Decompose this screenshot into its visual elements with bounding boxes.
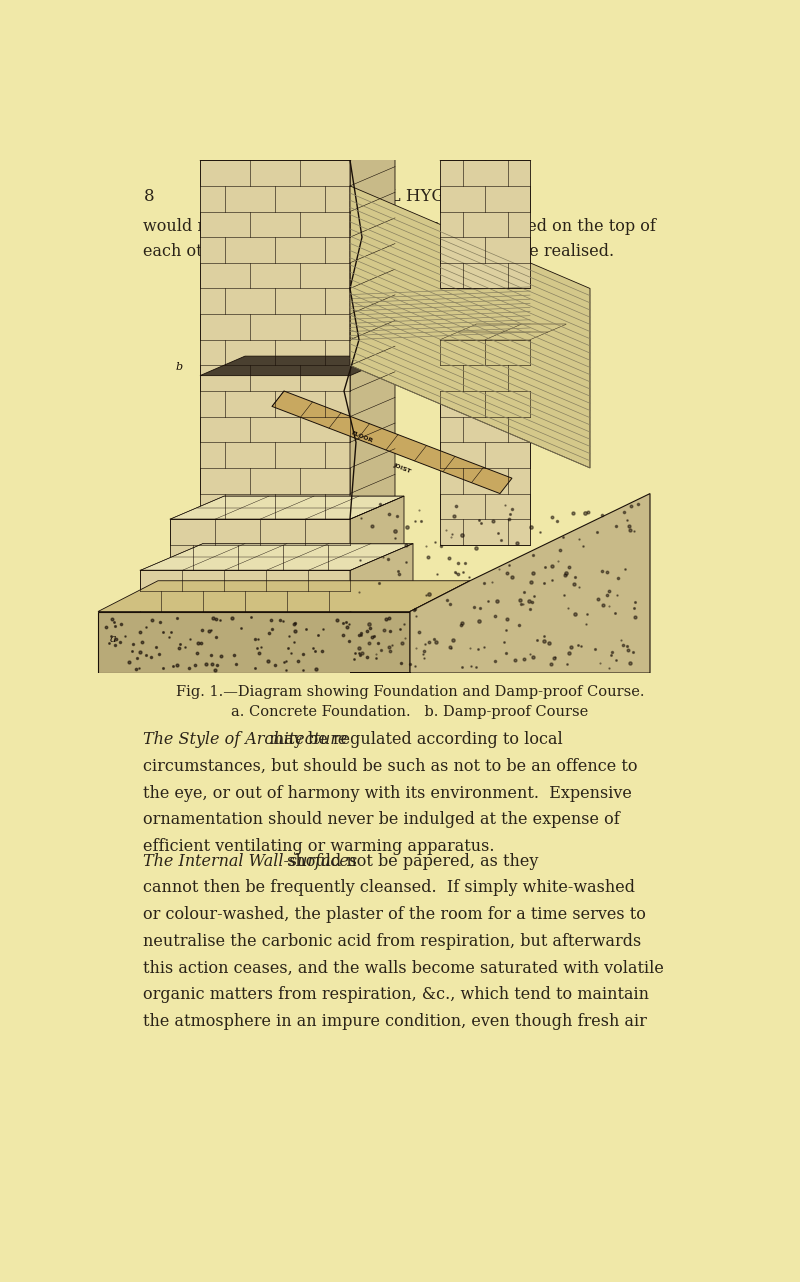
Polygon shape bbox=[98, 581, 470, 612]
Polygon shape bbox=[272, 391, 512, 494]
Text: neutralise the carbonic acid from respiration, but afterwards: neutralise the carbonic acid from respir… bbox=[143, 933, 642, 950]
Text: b: b bbox=[176, 363, 183, 373]
Text: may be regulated according to local: may be regulated according to local bbox=[264, 731, 563, 749]
Text: cannot then be frequently cleansed.  If simply white-washed: cannot then be frequently cleansed. If s… bbox=[143, 879, 635, 896]
Polygon shape bbox=[350, 141, 395, 519]
Text: SCHOOL HYGIENE.: SCHOOL HYGIENE. bbox=[324, 188, 496, 205]
Text: The Style of Architecture: The Style of Architecture bbox=[143, 731, 348, 749]
Text: circumstances, but should be such as not to be an offence to: circumstances, but should be such as not… bbox=[143, 758, 638, 776]
Text: should not be papered, as they: should not be papered, as they bbox=[282, 853, 538, 869]
Text: efficient ventilating or warming apparatus.: efficient ventilating or warming apparat… bbox=[143, 838, 495, 855]
Polygon shape bbox=[410, 581, 470, 673]
Polygon shape bbox=[98, 612, 410, 673]
Polygon shape bbox=[440, 324, 566, 340]
Polygon shape bbox=[170, 496, 404, 519]
Polygon shape bbox=[140, 570, 350, 612]
Text: The Internal Wall-surfaces: The Internal Wall-surfaces bbox=[143, 853, 358, 869]
Text: the atmosphere in an impure condition, even though fresh air: the atmosphere in an impure condition, e… bbox=[143, 1013, 647, 1029]
Polygon shape bbox=[350, 494, 650, 673]
Text: or colour-washed, the plaster of the room for a time serves to: or colour-washed, the plaster of the roo… bbox=[143, 906, 646, 923]
Text: each other, the importance of this matter will be realised.: each other, the importance of this matte… bbox=[143, 242, 614, 260]
Polygon shape bbox=[440, 145, 566, 160]
Polygon shape bbox=[350, 496, 404, 570]
Text: this action ceases, and the walls become saturated with volatile: this action ceases, and the walls become… bbox=[143, 959, 664, 977]
Text: would run up a series of lumps of sugar arranged on the top of: would run up a series of lumps of sugar … bbox=[143, 218, 656, 235]
Text: ornamentation should never be indulged at the expense of: ornamentation should never be indulged a… bbox=[143, 812, 620, 828]
Text: organic matters from respiration, &c., which tend to maintain: organic matters from respiration, &c., w… bbox=[143, 986, 650, 1003]
Text: FLOOR: FLOOR bbox=[350, 429, 374, 444]
Polygon shape bbox=[350, 186, 590, 468]
Polygon shape bbox=[350, 544, 413, 612]
Polygon shape bbox=[440, 340, 530, 545]
Text: JOIST: JOIST bbox=[392, 463, 411, 474]
Text: the eye, or out of harmony with its environment.  Expensive: the eye, or out of harmony with its envi… bbox=[143, 785, 632, 801]
Polygon shape bbox=[200, 356, 395, 376]
Polygon shape bbox=[200, 141, 395, 160]
Polygon shape bbox=[170, 519, 350, 570]
Text: a. Concrete Foundation.   b. Damp-proof Course: a. Concrete Foundation. b. Damp-proof Co… bbox=[231, 705, 589, 719]
Polygon shape bbox=[140, 544, 413, 570]
Polygon shape bbox=[440, 160, 530, 288]
Text: 8: 8 bbox=[143, 188, 154, 205]
Text: Fig. 1.—Diagram showing Foundation and Damp-proof Course.: Fig. 1.—Diagram showing Foundation and D… bbox=[176, 685, 644, 699]
Polygon shape bbox=[200, 160, 350, 519]
Text: a: a bbox=[110, 635, 117, 645]
